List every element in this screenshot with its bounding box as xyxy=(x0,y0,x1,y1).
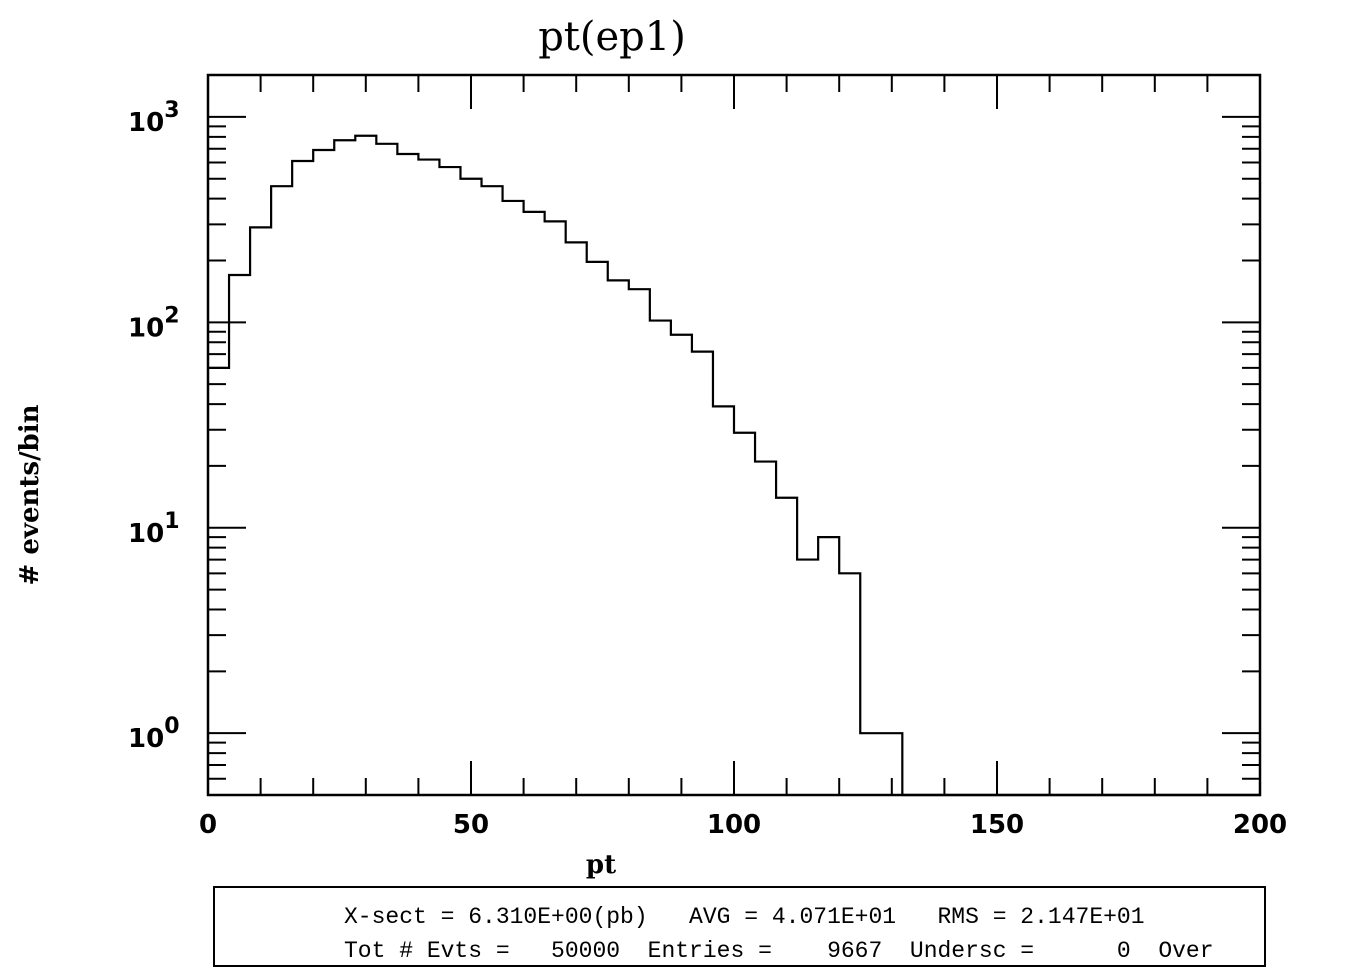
stats-line-1: X-sect = 6.310E+00(pb) AVG = 4.071E+01 R… xyxy=(344,904,1145,930)
x-axis-label: pt xyxy=(586,850,616,880)
y-tick-label: 102 xyxy=(128,303,180,343)
axis-ticks xyxy=(207,75,1261,796)
y-axis-label: # events/bin xyxy=(15,404,45,585)
plot-frame xyxy=(206,73,1262,797)
stats-box xyxy=(213,886,1266,967)
y-tick-labels: 100 101 102 103 xyxy=(128,98,180,754)
x-tick-labels: 0 50 100 150 200 xyxy=(199,810,1287,840)
y-tick-label: 101 xyxy=(128,509,180,549)
chart-title: pt(ep1) xyxy=(538,14,686,60)
x-tick-label: 0 xyxy=(199,810,217,840)
x-tick-label: 150 xyxy=(970,810,1024,840)
x-tick-label: 200 xyxy=(1233,810,1287,840)
x-tick-label: 50 xyxy=(453,810,489,840)
y-tick-label: 103 xyxy=(128,98,180,138)
histogram-line xyxy=(208,134,1260,797)
stats-line-2: Tot # Evts = 50000 Entries = 9667 Unders… xyxy=(344,938,1214,964)
y-tick-label: 100 xyxy=(128,714,180,754)
x-tick-label: 100 xyxy=(707,810,761,840)
